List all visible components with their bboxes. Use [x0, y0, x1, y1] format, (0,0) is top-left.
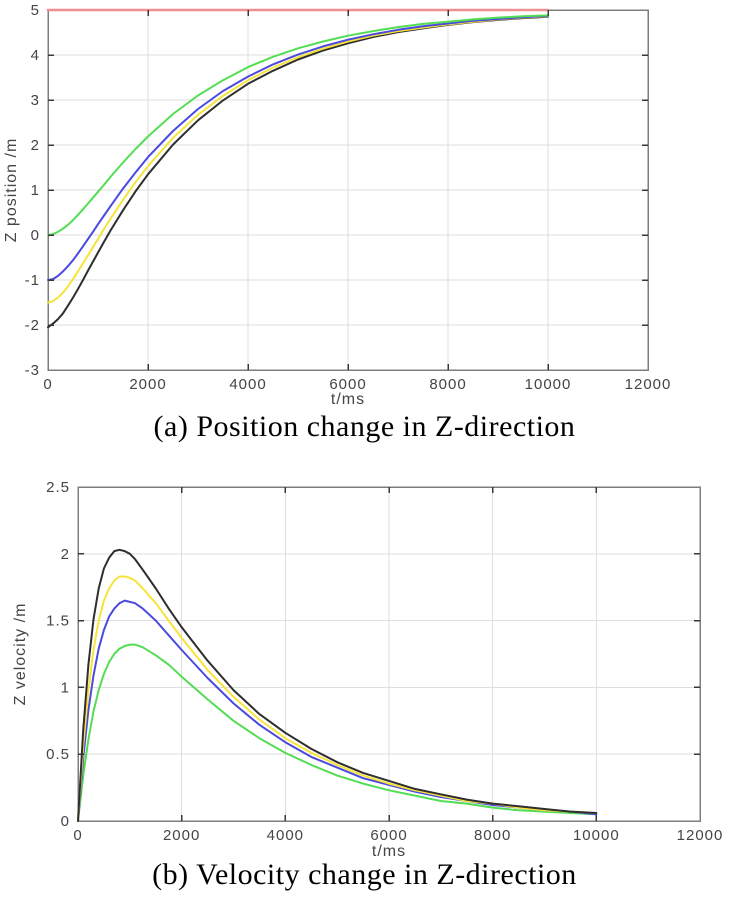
y-tick-label: 2.5 [46, 479, 70, 496]
x-tick-label: 4000 [267, 827, 304, 844]
series-green [47, 14, 549, 236]
x-tick-label: 2000 [129, 376, 166, 393]
series-blue [47, 14, 549, 281]
x-tick-label: 10000 [573, 827, 620, 844]
position-x-axis-label: t/ms [331, 391, 365, 408]
y-tick-label: -3 [25, 362, 40, 379]
x-tick-label: 0 [73, 827, 82, 844]
y-tick-label: 3 [31, 92, 40, 109]
y-tick-label: 1 [31, 182, 40, 199]
y-tick-label: 4 [31, 47, 40, 64]
x-tick-label: 2000 [163, 827, 200, 844]
x-tick-label: 12000 [625, 376, 672, 393]
x-tick-label: 6000 [370, 827, 407, 844]
y-tick-label: 1.5 [46, 613, 70, 630]
velocity-y-axis-label: Z velocity /m [12, 603, 29, 706]
y-tick-label: 1 [61, 679, 70, 696]
position-chart: 0 2000 4000 6000 8000 10000 12000-3-2-1012345 … [3, 2, 672, 408]
series-black [47, 15, 549, 329]
caption-velocity-panel: (b) Velocity change in Z-direction [152, 858, 577, 891]
x-tick-label: 12000 [677, 827, 724, 844]
x-tick-label: 0 [43, 376, 52, 393]
velocity-plot-area: 0 2000 4000 6000 8000 10000 12000 0 0.5 1 1.5 2 2.5 [46, 479, 724, 844]
x-tick-label: 8000 [429, 376, 466, 393]
series-black [77, 548, 598, 822]
y-tick-label: 5 [31, 2, 40, 19]
y-tick-label: -2 [25, 317, 40, 334]
y-tick-label: 0 [61, 813, 70, 830]
velocity-x-axis-label: t/ms [372, 843, 406, 860]
series-yellow [47, 15, 549, 304]
series-green [77, 643, 598, 822]
position-plot-area: 0 2000 4000 6000 8000 10000 12000 -3 -2 -1 0 1 2 3 4 5 [25, 2, 672, 393]
velocity-chart: 0 2000 4000 6000 8000 10000 1200000.511.522.5 … [12, 479, 724, 860]
y-tick-label: 0.5 [46, 746, 70, 763]
series-blue [77, 599, 598, 822]
x-tick-label: 4000 [229, 376, 266, 393]
position-y-axis-label: Z position /m [3, 138, 20, 243]
caption-position-panel: (a) Position change in Z-direction [153, 410, 576, 443]
y-tick-label: 2 [31, 137, 40, 154]
x-tick-label: 6000 [329, 376, 366, 393]
y-tick-label: 0 [31, 227, 40, 244]
y-tick-label: -1 [25, 272, 40, 289]
x-tick-label: 10000 [525, 376, 572, 393]
x-tick-label: 8000 [474, 827, 511, 844]
y-tick-label: 2 [61, 546, 70, 563]
series-yellow [77, 575, 598, 822]
